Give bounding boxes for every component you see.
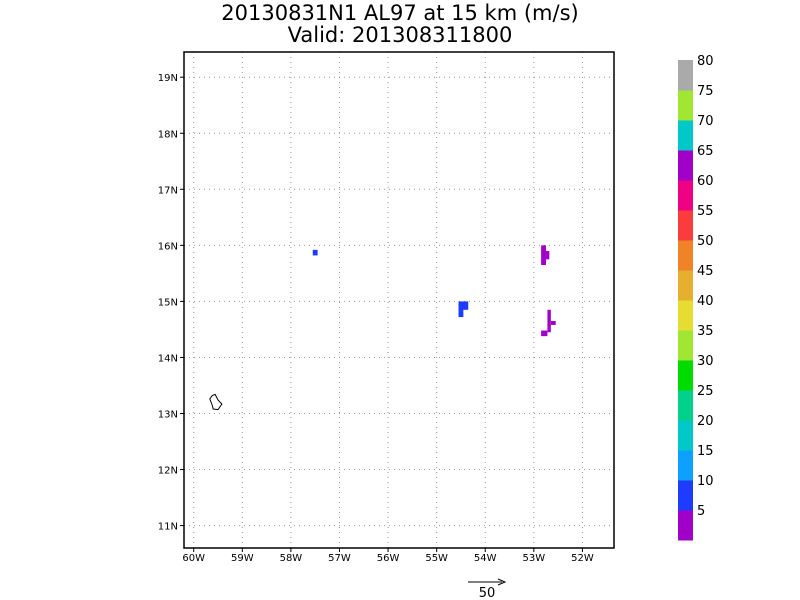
colorbar-swatch — [678, 240, 693, 271]
lon-tick-label: 53W — [523, 553, 546, 564]
colorbar-swatch — [678, 150, 693, 181]
wind-patch — [541, 245, 546, 265]
lat-tick-label: 15N — [158, 297, 178, 308]
lon-tick-label: 59W — [231, 553, 254, 564]
colorbar-swatch — [678, 180, 693, 211]
lat-tick-label: 18N — [158, 129, 178, 140]
colorbar-label: 15 — [697, 444, 714, 459]
wind-patch — [541, 330, 548, 337]
wind-patch — [547, 309, 551, 333]
colorbar-swatch — [678, 480, 693, 511]
colorbar-label: 65 — [697, 144, 714, 159]
colorbar-swatch — [678, 120, 693, 151]
reference-vector-label: 50 — [479, 586, 496, 600]
colorbar-swatch — [678, 450, 693, 481]
colorbar-label: 60 — [697, 174, 714, 189]
colorbar-label: 70 — [697, 114, 714, 129]
colorbar-label: 75 — [697, 84, 714, 99]
reference-vector-arrowhead — [497, 578, 507, 586]
island-outline — [209, 393, 223, 411]
colorbar-label: 30 — [697, 354, 714, 369]
map-frame — [183, 51, 615, 549]
wind-patch — [458, 301, 469, 310]
longitude-axis: 60W 59W 58W 57W 56W 55W 54W 53W 52W — [182, 548, 594, 564]
grid-lines — [184, 52, 614, 548]
lat-tick-label: 12N — [158, 466, 178, 477]
colorbar-swatch — [678, 90, 693, 121]
lat-tick-label: 14N — [158, 353, 178, 364]
colorbar-label: 80 — [697, 54, 714, 69]
lon-tick-label: 58W — [280, 553, 303, 564]
lon-tick-label: 60W — [182, 553, 205, 564]
wind-patch — [458, 309, 464, 318]
title-line-2: Valid: 201308311800 — [287, 23, 513, 47]
colorbar-swatch — [678, 390, 693, 421]
lat-tick-label: 13N — [158, 409, 178, 420]
lat-tick-label: 17N — [158, 185, 178, 196]
colorbar-swatch — [678, 510, 693, 541]
title-line-1: 20130831N1 AL97 at 15 km (m/s) — [221, 1, 579, 25]
colorbar-label: 45 — [697, 264, 714, 279]
colorbar-swatch — [678, 210, 693, 241]
lon-tick-label: 57W — [328, 553, 351, 564]
lon-tick-label: 52W — [571, 553, 594, 564]
colorbar-label: 5 — [697, 504, 705, 519]
wind-patch — [545, 250, 550, 260]
lon-tick-label: 54W — [474, 553, 497, 564]
wind-patch — [312, 249, 318, 256]
colorbar-swatch — [678, 270, 693, 301]
colorbar-label: 50 — [697, 234, 714, 249]
colorbar-swatch — [678, 360, 693, 391]
lat-tick-label: 11N — [158, 522, 178, 533]
colorbar-label: 55 — [697, 204, 714, 219]
lat-tick-label: 16N — [158, 241, 178, 252]
colorbar-swatch — [678, 300, 693, 331]
colorbar: 5 10 15 20 25 30 35 40 45 50 55 60 65 70 75 80 — [678, 54, 714, 541]
lon-tick-label: 56W — [377, 553, 400, 564]
reference-vector: 50 — [468, 578, 507, 600]
colorbar-swatch — [678, 420, 693, 451]
lat-tick-label: 19N — [158, 73, 178, 84]
colorbar-label: 20 — [697, 414, 714, 429]
chart-title: 20130831N1 AL97 at 15 km (m/s) Valid: 20… — [0, 2, 800, 46]
colorbar-label: 35 — [697, 324, 714, 339]
colorbar-label: 40 — [697, 294, 714, 309]
colorbar-swatch — [678, 60, 693, 91]
latitude-axis: 11N 12N 13N 14N 15N 16N 17N 18N 19N — [158, 73, 184, 533]
colorbar-swatch — [678, 330, 693, 361]
colorbar-label: 25 — [697, 384, 714, 399]
wind-field-layer — [312, 245, 556, 337]
colorbar-label: 10 — [697, 474, 714, 489]
coastline-layer — [209, 393, 223, 411]
lon-tick-label: 55W — [425, 553, 448, 564]
wind-patch — [550, 321, 556, 325]
